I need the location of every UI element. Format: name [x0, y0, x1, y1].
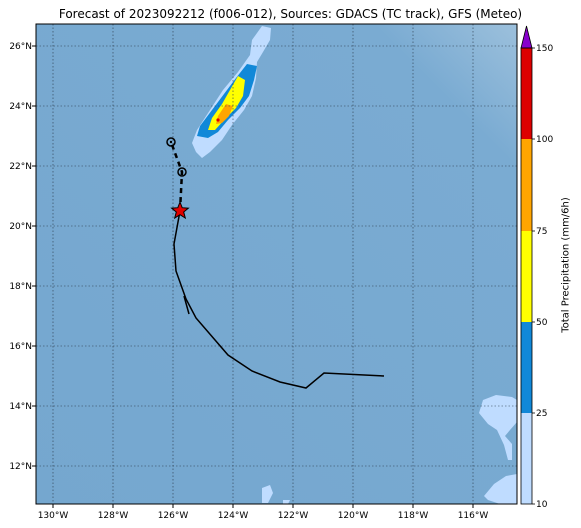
lat-tick-label: 12°N [9, 462, 32, 472]
forecast-position-marker [166, 137, 176, 147]
map-gridlines [36, 24, 517, 504]
lat-tick-label: 18°N [9, 282, 32, 292]
lat-tick-label: 14°N [9, 402, 32, 412]
colorbar-segment [521, 48, 532, 139]
lon-tick-label: 116°W [458, 511, 489, 521]
lat-tick-label: 24°N [9, 102, 32, 112]
colorbar: 10 25 50 75 100 150 [520, 25, 553, 510]
colorbar-tick-label: 100 [536, 135, 553, 145]
lon-tick-label: 118°W [398, 511, 429, 521]
ocean-background [36, 24, 517, 504]
colorbar-extend-arrow [520, 25, 533, 49]
colorbar-segment [521, 413, 532, 504]
precipitation-patches [262, 395, 517, 504]
lon-tick-label: 128°W [98, 511, 129, 521]
latitude-axis: 26°N 24°N 22°N 20°N 18°N 16°N 14°N 12°N [9, 42, 36, 472]
past-track-line [173, 210, 385, 389]
colorbar-tick-label: 75 [536, 227, 547, 237]
colorbar-tick-label: 50 [536, 318, 548, 328]
lat-tick-label: 20°N [9, 222, 32, 232]
lat-tick-label: 22°N [9, 162, 32, 172]
track-hook-line [183, 295, 190, 315]
map-frame [35, 23, 518, 505]
lon-tick-label: 130°W [38, 511, 69, 521]
colorbar-segment [521, 139, 532, 231]
colorbar-label: Total Precipitation (mm/6h) [560, 197, 572, 333]
longitude-axis: 130°W 128°W 126°W 124°W 122°W 120°W 118°W 116°W [38, 504, 489, 521]
lon-tick-label: 122°W [278, 511, 309, 521]
lat-tick-label: 26°N [9, 42, 32, 52]
lon-tick-label: 126°W [158, 511, 189, 521]
colorbar-tick-label: 25 [536, 409, 547, 419]
colorbar-segment [521, 231, 532, 322]
map-title: Forecast of 2023092212 (f006-012), Sourc… [58, 7, 523, 21]
lon-tick-label: 124°W [218, 511, 249, 521]
tc-track [166, 137, 385, 389]
lat-tick-label: 16°N [9, 342, 32, 352]
forecast-position-marker [177, 167, 187, 177]
current-position-star-icon [170, 200, 190, 220]
colorbar-tick-label: 150 [536, 44, 553, 54]
precipitation-area [192, 26, 271, 158]
colorbar-segment [521, 322, 532, 413]
colorbar-tick-label: 10 [536, 500, 548, 510]
lon-tick-label: 120°W [338, 511, 369, 521]
